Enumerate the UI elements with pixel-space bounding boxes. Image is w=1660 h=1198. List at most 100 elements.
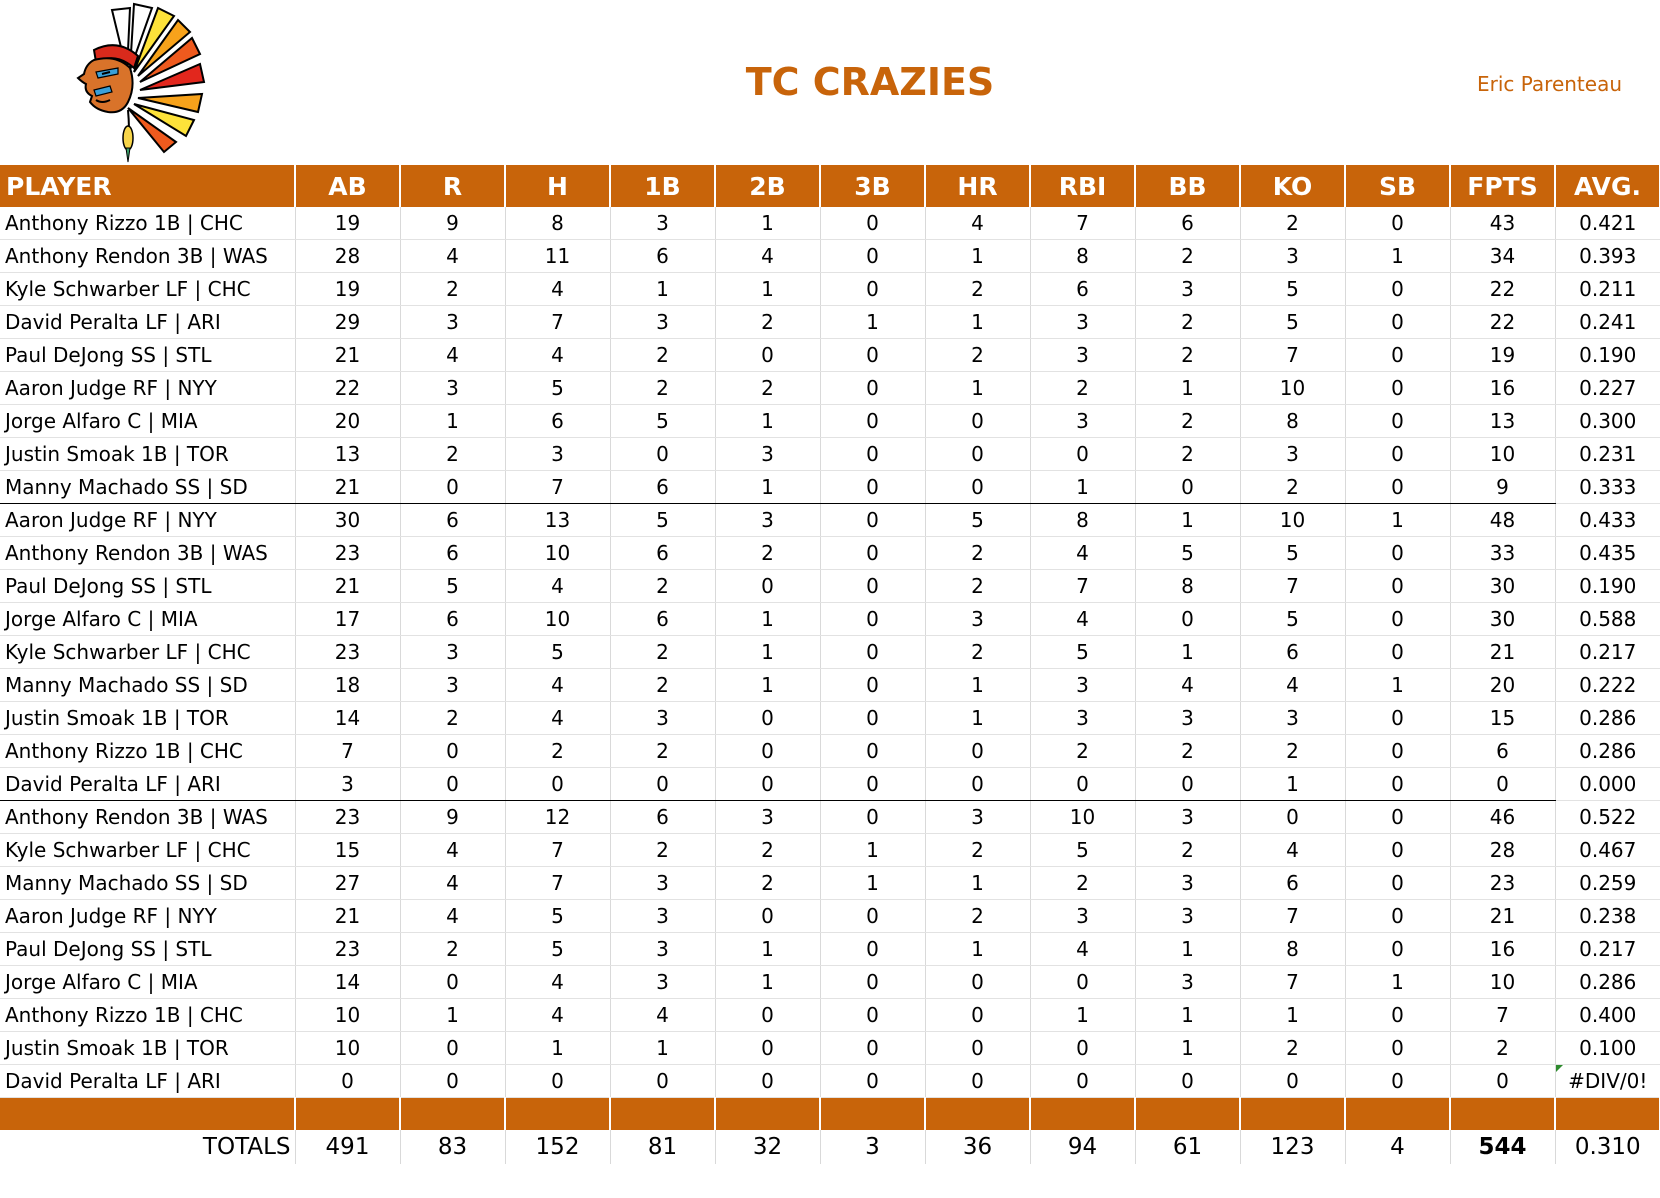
h-cell[interactable]: 10: [505, 536, 611, 570]
sb-cell[interactable]: 0: [1345, 635, 1451, 669]
bb-cell[interactable]: 0: [1135, 767, 1241, 801]
fpts-cell[interactable]: 28: [1450, 833, 1556, 867]
h-cell[interactable]: 7: [505, 305, 611, 339]
fpts-cell[interactable]: 7: [1450, 998, 1556, 1032]
total-2b[interactable]: 32: [715, 1130, 821, 1164]
3b-cell[interactable]: 0: [820, 272, 926, 306]
bb-cell[interactable]: 5: [1135, 536, 1241, 570]
player-name-cell[interactable]: Kyle Schwarber LF | CHC: [0, 833, 296, 867]
player-name-cell[interactable]: Aaron Judge RF | NYY: [0, 371, 296, 405]
col-header-h[interactable]: H: [505, 165, 611, 207]
ko-cell[interactable]: 3: [1240, 701, 1346, 735]
rbi-cell[interactable]: 0: [1030, 437, 1136, 471]
3b-cell[interactable]: 0: [820, 998, 926, 1032]
sb-cell[interactable]: 0: [1345, 338, 1451, 372]
total-ko[interactable]: 123: [1240, 1130, 1346, 1164]
1b-cell[interactable]: 2: [610, 569, 716, 603]
ko-cell[interactable]: 6: [1240, 866, 1346, 900]
fpts-cell[interactable]: 22: [1450, 272, 1556, 306]
r-cell[interactable]: 9: [400, 800, 506, 834]
bb-cell[interactable]: 2: [1135, 833, 1241, 867]
total-rbi[interactable]: 94: [1030, 1130, 1136, 1164]
sb-cell[interactable]: 0: [1345, 371, 1451, 405]
2b-cell[interactable]: 1: [715, 470, 821, 504]
hr-cell[interactable]: 0: [925, 965, 1031, 999]
2b-cell[interactable]: 0: [715, 701, 821, 735]
3b-cell[interactable]: 1: [820, 833, 926, 867]
avg-cell[interactable]: 0.393: [1555, 239, 1660, 273]
1b-cell[interactable]: 0: [610, 767, 716, 801]
bb-cell[interactable]: 3: [1135, 866, 1241, 900]
avg-cell[interactable]: 0.522: [1555, 800, 1660, 834]
1b-cell[interactable]: 6: [610, 536, 716, 570]
bb-cell[interactable]: 2: [1135, 338, 1241, 372]
bb-cell[interactable]: 2: [1135, 437, 1241, 471]
avg-cell[interactable]: 0.000: [1555, 767, 1660, 801]
avg-cell[interactable]: 0.259: [1555, 866, 1660, 900]
ab-cell[interactable]: 23: [295, 635, 401, 669]
ab-cell[interactable]: 14: [295, 965, 401, 999]
avg-cell[interactable]: 0.211: [1555, 272, 1660, 306]
fpts-cell[interactable]: 22: [1450, 305, 1556, 339]
hr-cell[interactable]: 1: [925, 866, 1031, 900]
h-cell[interactable]: 4: [505, 668, 611, 702]
sb-cell[interactable]: 0: [1345, 800, 1451, 834]
bb-cell[interactable]: 4: [1135, 668, 1241, 702]
1b-cell[interactable]: 3: [610, 701, 716, 735]
2b-cell[interactable]: 2: [715, 305, 821, 339]
avg-cell[interactable]: 0.100: [1555, 1031, 1660, 1065]
col-header-ko[interactable]: KO: [1240, 165, 1346, 207]
ko-cell[interactable]: 5: [1240, 272, 1346, 306]
hr-cell[interactable]: 5: [925, 503, 1031, 537]
ab-cell[interactable]: 14: [295, 701, 401, 735]
2b-cell[interactable]: 1: [715, 668, 821, 702]
ko-cell[interactable]: 2: [1240, 734, 1346, 768]
1b-cell[interactable]: 2: [610, 734, 716, 768]
ab-cell[interactable]: 23: [295, 932, 401, 966]
sb-cell[interactable]: 0: [1345, 899, 1451, 933]
player-name-cell[interactable]: Anthony Rizzo 1B | CHC: [0, 998, 296, 1032]
fpts-cell[interactable]: 10: [1450, 437, 1556, 471]
col-header-1b[interactable]: 1B: [610, 165, 716, 207]
fpts-cell[interactable]: 0: [1450, 1064, 1556, 1098]
r-cell[interactable]: 0: [400, 965, 506, 999]
r-cell[interactable]: 3: [400, 668, 506, 702]
1b-cell[interactable]: 0: [610, 437, 716, 471]
2b-cell[interactable]: 0: [715, 899, 821, 933]
total-fpts[interactable]: 544: [1450, 1130, 1556, 1164]
r-cell[interactable]: 6: [400, 536, 506, 570]
h-cell[interactable]: 6: [505, 404, 611, 438]
hr-cell[interactable]: 0: [925, 1031, 1031, 1065]
2b-cell[interactable]: 2: [715, 866, 821, 900]
2b-cell[interactable]: 1: [715, 272, 821, 306]
h-cell[interactable]: 7: [505, 470, 611, 504]
ko-cell[interactable]: 10: [1240, 371, 1346, 405]
avg-cell[interactable]: 0.286: [1555, 701, 1660, 735]
1b-cell[interactable]: 3: [610, 899, 716, 933]
2b-cell[interactable]: 2: [715, 536, 821, 570]
2b-cell[interactable]: 0: [715, 1031, 821, 1065]
bb-cell[interactable]: 3: [1135, 899, 1241, 933]
rbi-cell[interactable]: 3: [1030, 338, 1136, 372]
2b-cell[interactable]: 3: [715, 800, 821, 834]
bb-cell[interactable]: 3: [1135, 800, 1241, 834]
hr-cell[interactable]: 2: [925, 899, 1031, 933]
ko-cell[interactable]: 2: [1240, 470, 1346, 504]
avg-cell[interactable]: 0.190: [1555, 338, 1660, 372]
fpts-cell[interactable]: 21: [1450, 899, 1556, 933]
player-name-cell[interactable]: Manny Machado SS | SD: [0, 866, 296, 900]
r-cell[interactable]: 0: [400, 767, 506, 801]
sb-cell[interactable]: 0: [1345, 998, 1451, 1032]
r-cell[interactable]: 1: [400, 998, 506, 1032]
rbi-cell[interactable]: 8: [1030, 239, 1136, 273]
3b-cell[interactable]: 0: [820, 668, 926, 702]
sb-cell[interactable]: 0: [1345, 734, 1451, 768]
fpts-cell[interactable]: 30: [1450, 569, 1556, 603]
bb-cell[interactable]: 0: [1135, 1064, 1241, 1098]
h-cell[interactable]: 4: [505, 569, 611, 603]
rbi-cell[interactable]: 3: [1030, 899, 1136, 933]
col-header-avg[interactable]: AVG.: [1555, 165, 1660, 207]
1b-cell[interactable]: 1: [610, 1031, 716, 1065]
fpts-cell[interactable]: 13: [1450, 404, 1556, 438]
fpts-cell[interactable]: 15: [1450, 701, 1556, 735]
